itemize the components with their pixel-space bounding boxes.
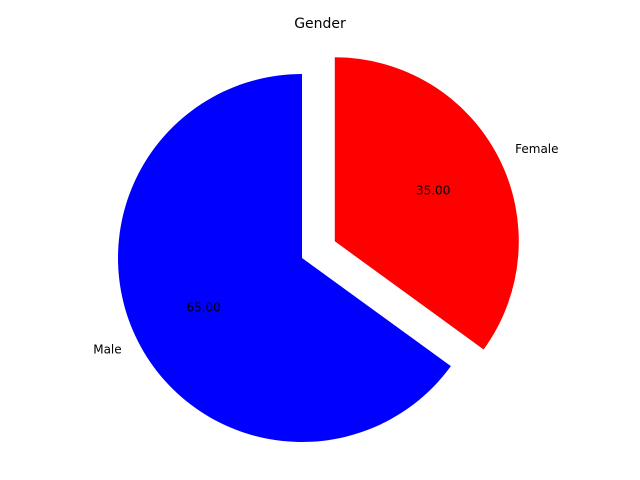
slice-percent-label-male: 65.00 [186,301,220,315]
slice-label-female: Female [515,142,558,156]
slice-percent-label-female: 35.00 [416,184,450,198]
pie-slice-male [118,74,451,443]
pie-slice-female [334,57,519,350]
slice-label-male: Male [93,342,121,356]
chart-title: Gender [294,16,346,32]
